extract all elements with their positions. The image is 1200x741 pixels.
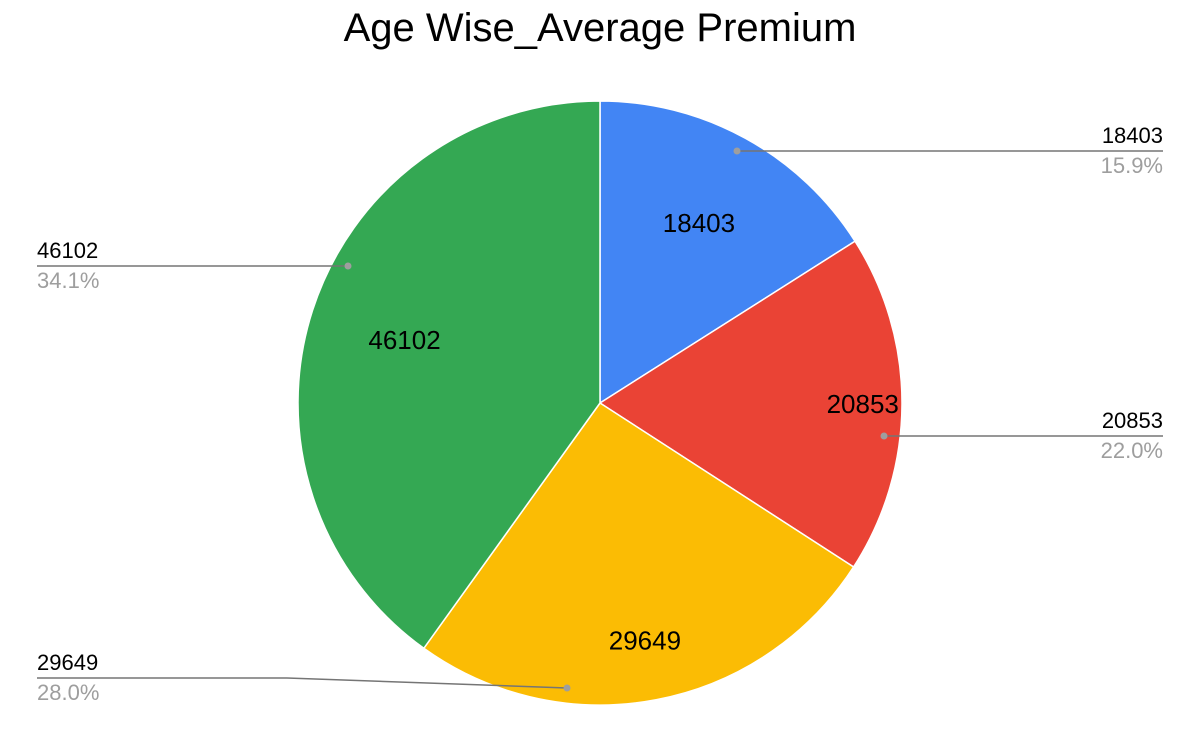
callout-dot <box>344 262 352 270</box>
callout-value-label: 46102 <box>37 238 98 263</box>
slice-value-label: 29649 <box>609 625 681 655</box>
callout-line <box>37 677 568 689</box>
callout-dot <box>733 147 741 155</box>
slice-value-label: 18403 <box>663 208 735 238</box>
callouts-layer: 18403 15.9% 20853 22.0% 29649 28.0% 46102 34.1% <box>37 123 1163 705</box>
callout-value-label: 18403 <box>1102 123 1163 148</box>
inner-labels-layer: 18403 20853 29649 46102 <box>368 208 899 655</box>
callout-percent-label: 22.0% <box>1101 438 1163 463</box>
chart-title: Age Wise_Average Premium <box>343 6 857 50</box>
pie-slice <box>422 401 855 706</box>
callout-percent-label: 34.1% <box>37 268 99 293</box>
slice-value-label: 20853 <box>827 389 899 419</box>
callout-value-label: 20853 <box>1102 408 1163 433</box>
pie-slice <box>599 100 857 405</box>
slice-value-label: 46102 <box>368 325 440 355</box>
callout-dot <box>880 432 888 440</box>
callout-dot <box>563 684 571 692</box>
slices-layer <box>297 100 903 706</box>
pie-slice <box>297 100 601 650</box>
callout-percent-label: 15.9% <box>1101 153 1163 178</box>
pie-slice <box>598 240 903 568</box>
callout-percent-label: 28.0% <box>37 680 99 705</box>
callout-value-label: 29649 <box>37 650 98 675</box>
